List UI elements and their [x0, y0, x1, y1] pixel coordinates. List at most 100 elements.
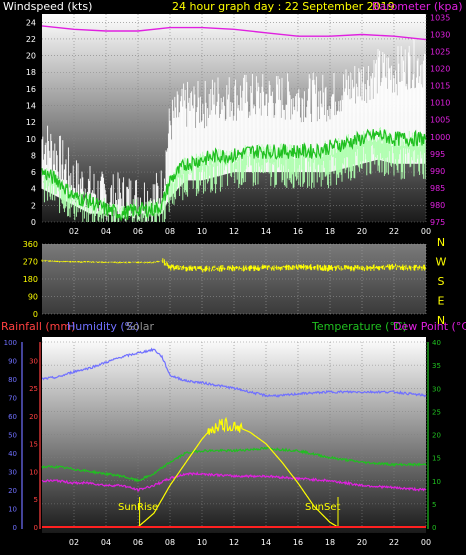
wind-x-tick-label: 20: [357, 227, 367, 236]
wind-tick-label: 20: [26, 52, 36, 61]
temp-tick-label: 0: [432, 524, 436, 532]
rain-tick-label: 20: [29, 413, 38, 421]
temp-x-tick-label: 02: [69, 538, 79, 547]
wind-tick-label: 12: [26, 118, 36, 127]
compass-label: N: [437, 314, 445, 327]
barometer-tick-label: 975: [430, 218, 445, 227]
rain-tick-label: 25: [29, 385, 38, 393]
humidity-tick-label: 70: [8, 395, 17, 403]
barometer-axis-label: Barometer (kpa): [372, 0, 463, 13]
humidity-tick-label: 60: [8, 413, 17, 421]
rain-tick-label: 10: [29, 468, 38, 476]
temp-tick-label: 40: [432, 339, 441, 347]
temp-x-tick-label: 04: [101, 538, 111, 547]
temp-x-tick-label: 16: [293, 538, 303, 547]
wind-x-tick-label: 22: [389, 227, 399, 236]
wind-tick-label: 0: [31, 218, 36, 227]
temp-tick-label: 20: [432, 432, 441, 440]
temp-x-tick-label: 22: [389, 538, 399, 547]
temp-x-tick-label: 12: [229, 538, 239, 547]
direction-tick-label: 180: [23, 275, 38, 284]
wind-tick-label: 2: [31, 201, 36, 210]
wind-tick-label: 10: [26, 135, 36, 144]
temp-x-tick-label: 06: [133, 538, 143, 547]
wind-x-tick-label: 16: [293, 227, 303, 236]
rain-tick-label: 5: [34, 496, 38, 504]
rain-tick-label: 30: [29, 357, 38, 365]
avg-wind-line: [41, 128, 427, 222]
barometer-tick-label: 1020: [430, 65, 450, 74]
humidity-tick-label: 20: [8, 487, 17, 495]
barometer-tick-label: 1005: [430, 116, 450, 125]
sunset-label: SunSet: [305, 502, 341, 513]
chart-title: 24 hour graph day : 22 September 2019: [172, 0, 395, 13]
barometer-tick-label: 1035: [430, 13, 450, 22]
wind-tick-label: 24: [26, 18, 36, 27]
wind-tick-label: 22: [26, 35, 36, 44]
wind-x-tick-label: 06: [133, 227, 143, 236]
humidity-tick-label: 80: [8, 376, 17, 384]
temp-x-tick-label: 00: [421, 538, 431, 547]
temp-x-tick-label: 08: [165, 538, 175, 547]
wind-tick-label: 6: [31, 168, 36, 177]
barometer-tick-label: 990: [430, 167, 445, 176]
legend-humidity: Humidity (%): [67, 320, 139, 333]
humidity-tick-label: 30: [8, 469, 17, 477]
wind-axis-label: Windspeed (kts): [3, 0, 92, 13]
humidity-tick-label: 10: [8, 506, 17, 514]
humidity-line: [41, 347, 427, 398]
legend-dewpoint: Dew Point (°C): [393, 320, 466, 333]
humidity-tick-label: 0: [13, 524, 17, 532]
temp-tick-label: 25: [432, 408, 441, 416]
barometer-tick-label: 1010: [430, 99, 450, 108]
wind-tick-label: 4: [31, 185, 36, 194]
temp-tick-label: 5: [432, 501, 436, 509]
temp-x-tick-label: 18: [325, 538, 335, 547]
temp-tick-label: 35: [432, 362, 441, 370]
temp-x-tick-label: 10: [197, 538, 207, 547]
wind-x-tick-label: 14: [261, 227, 271, 236]
wind-tick-label: 16: [26, 85, 36, 94]
wind-x-tick-label: 00: [421, 227, 431, 236]
humidity-tick-label: 50: [8, 432, 17, 440]
wind-tick-label: 14: [26, 102, 36, 111]
rain-tick-label: 15: [29, 441, 38, 449]
temp-x-tick-label: 20: [357, 538, 367, 547]
wind-tick-label: 18: [26, 68, 36, 77]
wind-tick-label: 8: [31, 151, 36, 160]
temp-tick-label: 30: [432, 385, 441, 393]
barometer-tick-label: 1030: [430, 30, 450, 39]
humidity-tick-label: 90: [8, 358, 17, 366]
wind-x-tick-label: 08: [165, 227, 175, 236]
compass-label: N: [437, 236, 445, 249]
barometer-line: [41, 25, 427, 41]
rain-tick-label: 0: [34, 524, 38, 532]
temp-tick-label: 15: [432, 455, 441, 463]
legend-solar: Solar: [126, 320, 155, 333]
dewpoint-line: [41, 471, 426, 492]
humidity-tick-label: 100: [4, 339, 17, 347]
wind-x-tick-label: 18: [325, 227, 335, 236]
temperature-line: [41, 446, 427, 483]
wind-x-tick-label: 12: [229, 227, 239, 236]
wind-x-tick-label: 10: [197, 227, 207, 236]
compass-label: W: [436, 256, 447, 269]
legend-rainfall: Rainfall (mm): [1, 320, 75, 333]
sunrise-label: SunRise: [118, 502, 158, 513]
compass-label: E: [438, 295, 445, 308]
barometer-tick-label: 980: [430, 201, 445, 210]
barometer-tick-label: 1025: [430, 48, 450, 57]
legend-temperature: Temperature (°C): [311, 320, 407, 333]
direction-tick-label: 270: [23, 258, 38, 267]
barometer-tick-label: 995: [430, 150, 445, 159]
direction-tick-label: 90: [28, 293, 38, 302]
temp-x-tick-label: 14: [261, 538, 271, 547]
wind-x-tick-label: 04: [101, 227, 111, 236]
direction-tick-label: 360: [23, 240, 38, 249]
barometer-tick-label: 1000: [430, 133, 450, 142]
humidity-tick-label: 40: [8, 450, 17, 458]
compass-label: S: [438, 275, 445, 288]
direction-tick-label: 0: [33, 310, 38, 319]
barometer-tick-label: 985: [430, 184, 445, 193]
